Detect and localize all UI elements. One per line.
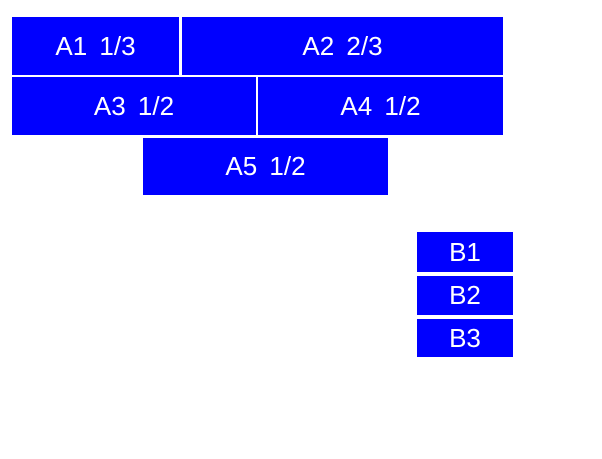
block-a2[interactable]: A2 2/3 [182,17,503,75]
block-a4-label: A4 1/2 [340,90,421,121]
block-b2-label: B2 [449,280,481,310]
block-a5[interactable]: A5 1/2 [143,138,388,195]
block-a1[interactable]: A1 1/3 [12,17,179,75]
block-b3-label: B3 [449,322,481,353]
block-b3[interactable]: B3 [417,319,513,357]
block-a2-label: A2 2/3 [302,30,383,61]
block-b1[interactable]: B1 [417,232,513,272]
block-a3[interactable]: A3 1/2 [12,77,256,135]
block-b2[interactable]: B2 [417,276,513,315]
block-a1-label: A1 1/3 [55,30,136,61]
block-b1-label: B1 [449,236,481,267]
block-a4[interactable]: A4 1/2 [258,77,503,135]
block-a5-label: A5 1/2 [225,151,306,181]
block-a3-label: A3 1/2 [93,90,175,121]
